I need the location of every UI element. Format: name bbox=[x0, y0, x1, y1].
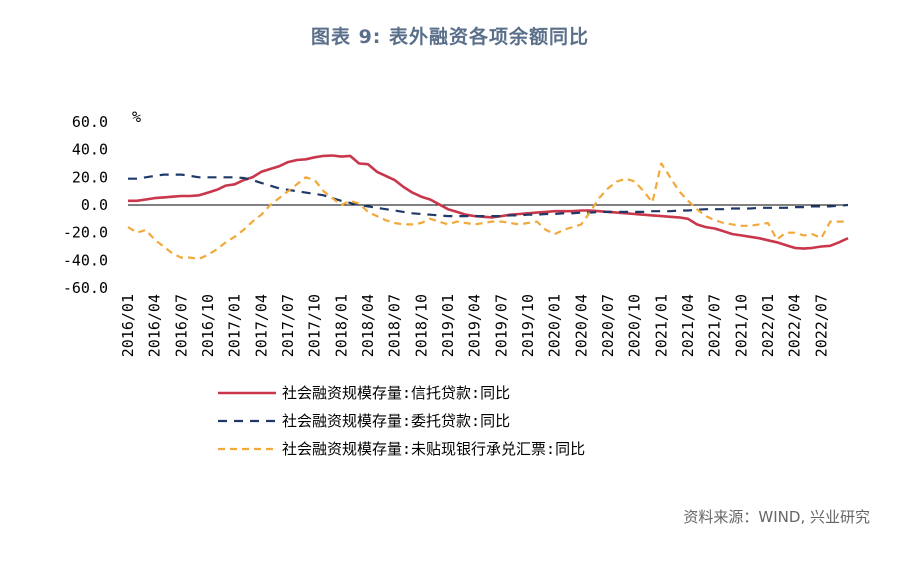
x-tick-label: 2020/07 bbox=[599, 294, 617, 357]
series-line-2 bbox=[128, 173, 849, 218]
y-axis-unit: % bbox=[132, 108, 141, 126]
y-tick-label: 0.0 bbox=[81, 196, 108, 214]
x-tick-label: 2019/10 bbox=[519, 294, 537, 357]
x-tick-label: 2019/01 bbox=[439, 294, 457, 357]
x-tick-label: 2017/01 bbox=[226, 294, 244, 357]
x-tick-label: 2021/10 bbox=[732, 294, 750, 357]
x-tick-label: 2016/01 bbox=[119, 294, 137, 357]
x-tick-label: 2017/04 bbox=[252, 294, 270, 357]
x-tick-label: 2016/10 bbox=[199, 294, 217, 357]
x-tick-label: 2016/04 bbox=[146, 294, 164, 357]
x-tick-label: 2020/04 bbox=[572, 294, 590, 357]
x-tick-label: 2019/07 bbox=[492, 294, 510, 357]
y-tick-label: -40.0 bbox=[63, 251, 108, 269]
y-axis-ticks: 60.0 40.0 20.0 0.0 -20.0 -40.0 -60.0 bbox=[63, 113, 108, 297]
x-tick-label: 2017/07 bbox=[279, 294, 297, 357]
x-tick-label: 2022/07 bbox=[812, 294, 830, 357]
legend-label-3: 社会融资规模存量:未贴现银行承兑汇票:同比 bbox=[282, 440, 585, 458]
y-tick-label: -20.0 bbox=[63, 224, 108, 242]
x-tick-label: 2018/07 bbox=[386, 294, 404, 357]
x-tick-label: 2021/07 bbox=[706, 294, 724, 357]
y-tick-label: 20.0 bbox=[72, 168, 108, 186]
x-tick-label: 2021/04 bbox=[679, 294, 697, 357]
y-tick-label: 40.0 bbox=[72, 141, 108, 159]
x-tick-label: 2018/10 bbox=[412, 294, 430, 357]
series-lines bbox=[127, 154, 849, 260]
x-tick-label: 2018/01 bbox=[332, 294, 350, 357]
x-tick-label: 2022/01 bbox=[759, 294, 777, 357]
x-tick-label: 2020/01 bbox=[546, 294, 564, 357]
x-tick-label: 2021/01 bbox=[652, 294, 670, 357]
x-tick-label: 2020/10 bbox=[626, 294, 644, 357]
y-tick-label: -60.0 bbox=[63, 279, 108, 297]
x-tick-label: 2017/10 bbox=[306, 294, 324, 357]
legend-label-2: 社会融资规模存量:委托贷款:同比 bbox=[282, 412, 510, 430]
x-tick-label: 2016/07 bbox=[172, 294, 190, 357]
legend-label-1: 社会融资规模存量:信托贷款:同比 bbox=[282, 384, 510, 402]
source-note: 资料来源：WIND, 兴业研究 bbox=[683, 508, 870, 526]
series-line-1 bbox=[128, 154, 849, 250]
legend: 社会融资规模存量:信托贷款:同比社会融资规模存量:委托贷款:同比社会融资规模存量… bbox=[218, 384, 585, 458]
chart-title: 图表 9: 表外融资各项余额同比 bbox=[310, 26, 590, 48]
x-tick-label: 2019/04 bbox=[466, 294, 484, 357]
y-tick-label: 60.0 bbox=[72, 113, 108, 131]
x-tick-label: 2022/04 bbox=[786, 294, 804, 357]
series-line-3 bbox=[127, 162, 848, 260]
x-axis-ticks: 2016/01 2016/04 2016/07 2016/10 2017/01 2017/… bbox=[119, 294, 830, 357]
x-tick-label: 2018/04 bbox=[359, 294, 377, 357]
